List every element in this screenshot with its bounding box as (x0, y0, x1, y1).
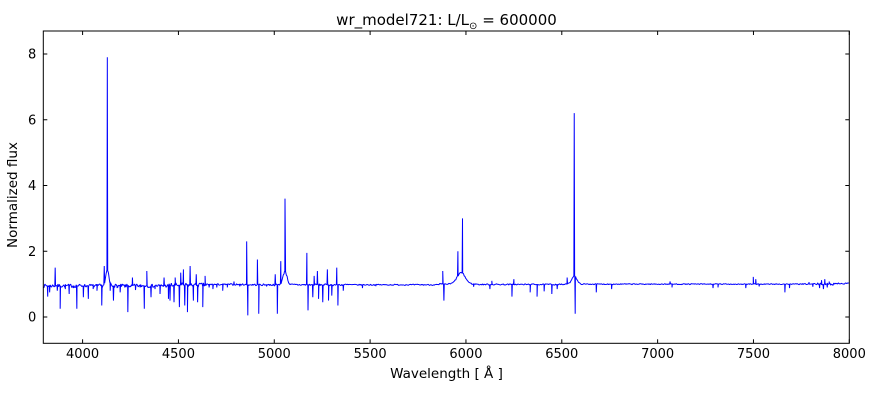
y-tick-label: 6 (28, 113, 36, 128)
x-tick-label: 8000 (833, 347, 866, 362)
axes-frame (42, 30, 850, 344)
x-tick-label: 5000 (258, 347, 291, 362)
y-tick-label: 8 (28, 48, 36, 63)
x-tick-label: 6500 (545, 347, 578, 362)
chart-title-value: = 600000 (477, 11, 557, 29)
y-tick-label: 4 (28, 179, 36, 194)
y-tick-label: 2 (28, 245, 36, 260)
x-axis-label: Wavelength [ Å ] (390, 366, 503, 382)
x-tick-label: 4000 (66, 347, 99, 362)
chart-title-text: wr_model721: L/L (336, 11, 470, 29)
x-tick-label: 6000 (449, 347, 482, 362)
sun-symbol: ⊙ (469, 21, 478, 32)
x-tick-label: 7500 (737, 347, 770, 362)
y-tick-label: 0 (28, 311, 36, 326)
x-tick-label: 4500 (162, 347, 195, 362)
y-axis-label: Normalized flux (5, 142, 21, 248)
chart-title: wr_model721: L/L⊙ = 600000 (43, 11, 850, 32)
x-tick-label: 5500 (354, 347, 387, 362)
x-tick-label: 7000 (641, 347, 674, 362)
spectrum-line (43, 57, 850, 316)
